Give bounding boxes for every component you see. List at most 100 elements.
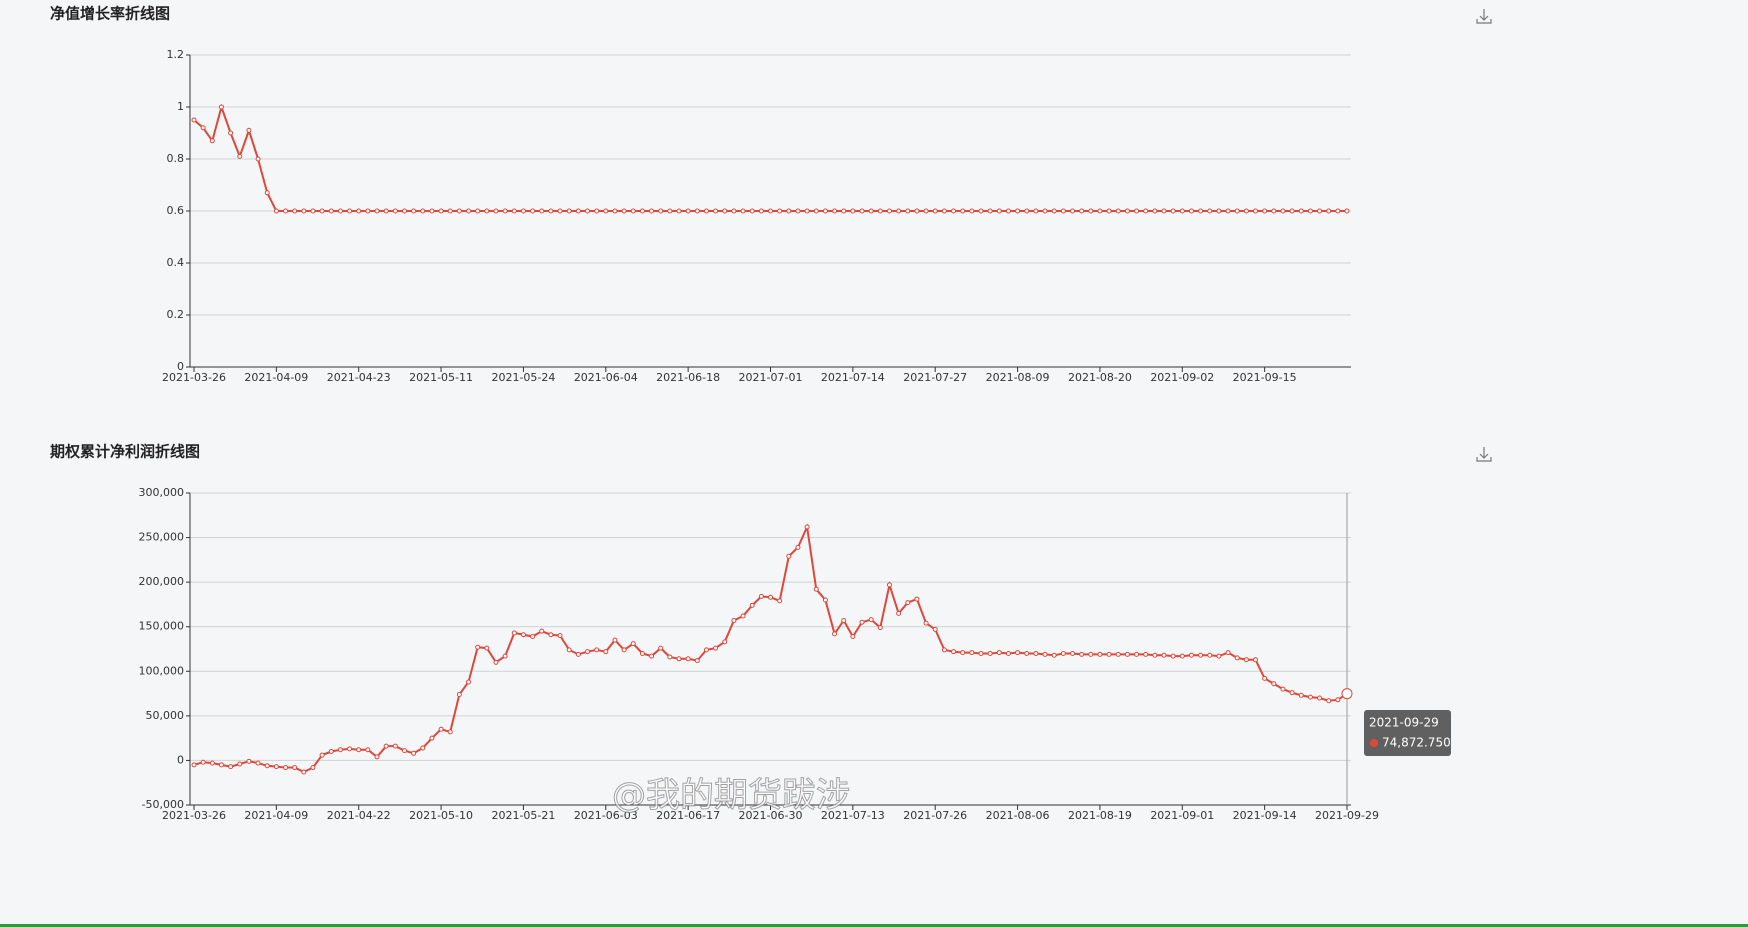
x-tick-label: 2021-06-04 [574,371,638,384]
data-point [1225,208,1231,214]
x-tick-label: 2021-07-01 [739,371,803,384]
data-point [264,190,270,196]
data-point [1234,208,1240,214]
data-point [886,208,892,214]
x-tick-label: 2021-06-17 [656,809,720,822]
data-point [328,208,334,214]
data-point [530,208,536,214]
data-point [1298,692,1304,698]
x-tick-label: 2021-07-26 [903,809,967,822]
data-point [191,762,197,768]
tooltip: 2021-09-29 74,872.750 [1364,710,1451,756]
data-point [255,760,261,766]
data-point [1326,698,1332,704]
data-point [1262,208,1268,214]
data-point [914,596,920,602]
y-tick-label: 0.8 [167,152,185,165]
data-point [841,208,847,214]
data-point [978,650,984,656]
data-point [319,752,325,758]
data-point [786,208,792,214]
data-point [1143,208,1149,214]
data-point [685,656,691,662]
data-point [960,650,966,656]
data-point [539,628,545,634]
data-point [411,750,417,756]
data-point [1280,208,1286,214]
data-point [237,761,243,767]
x-tick-label: 2021-04-22 [327,809,391,822]
data-point [1106,208,1112,214]
data-point [639,208,645,214]
data-point [1152,652,1158,658]
tooltip-marker [1370,739,1378,747]
data-point [1152,208,1158,214]
data-point [612,637,618,643]
data-point [1088,208,1094,214]
data-point [548,208,554,214]
data-point [374,754,380,760]
data-point [191,117,197,123]
data-point [1298,208,1304,214]
x-tick-label: 2021-06-18 [656,371,720,384]
data-point [649,653,655,659]
data-point [960,208,966,214]
data-point [987,650,993,656]
data-point [292,208,298,214]
data-point [1317,695,1323,701]
data-point [768,208,773,214]
x-tick-label: 2021-06-30 [739,809,803,822]
data-point [685,208,691,214]
data-point [200,125,206,131]
data-point [1207,652,1213,658]
x-tick-label: 2021-04-09 [244,809,308,822]
download-button[interactable] [1476,9,1492,24]
data-point [1115,208,1121,214]
data-point [603,208,609,214]
data-point [1289,690,1295,696]
data-point [1234,655,1240,661]
data-point [713,208,719,214]
data-point [996,208,1002,214]
data-point [996,650,1002,656]
data-point [264,763,270,769]
data-point [310,208,316,214]
data-point [603,649,609,655]
data-point [594,208,600,214]
data-point [1060,650,1066,656]
data-point [1069,208,1075,214]
data-point [1216,208,1222,214]
data-point [1307,694,1313,700]
data-point [896,610,902,616]
x-tick-label: 2021-07-13 [821,809,885,822]
data-point [822,208,828,214]
data-point [1280,686,1286,692]
data-point [795,208,801,214]
chart-title: 净值增长率折线图 [50,5,170,23]
data-point [383,743,389,749]
data-point [1198,652,1204,658]
data-point [758,593,764,599]
data-point [777,598,783,604]
data-point [731,617,737,623]
data-point [319,208,325,214]
x-tick-label: 2021-08-06 [986,809,1050,822]
data-point [621,208,627,214]
data-point [209,760,215,766]
data-point [292,765,298,771]
data-point [466,679,472,685]
data-point [886,582,892,588]
y-tick-label: 0 [177,360,184,373]
data-point [1179,653,1185,659]
data-point [703,208,709,214]
data-point [896,208,902,214]
x-tick-label: 2021-05-24 [491,371,555,384]
download-button[interactable] [1476,447,1492,462]
data-point [200,759,206,765]
data-point [1198,208,1204,214]
data-point [1051,652,1057,658]
data-point [722,208,728,214]
data-point [868,208,874,214]
data-point [283,765,289,771]
data-point [347,208,353,214]
